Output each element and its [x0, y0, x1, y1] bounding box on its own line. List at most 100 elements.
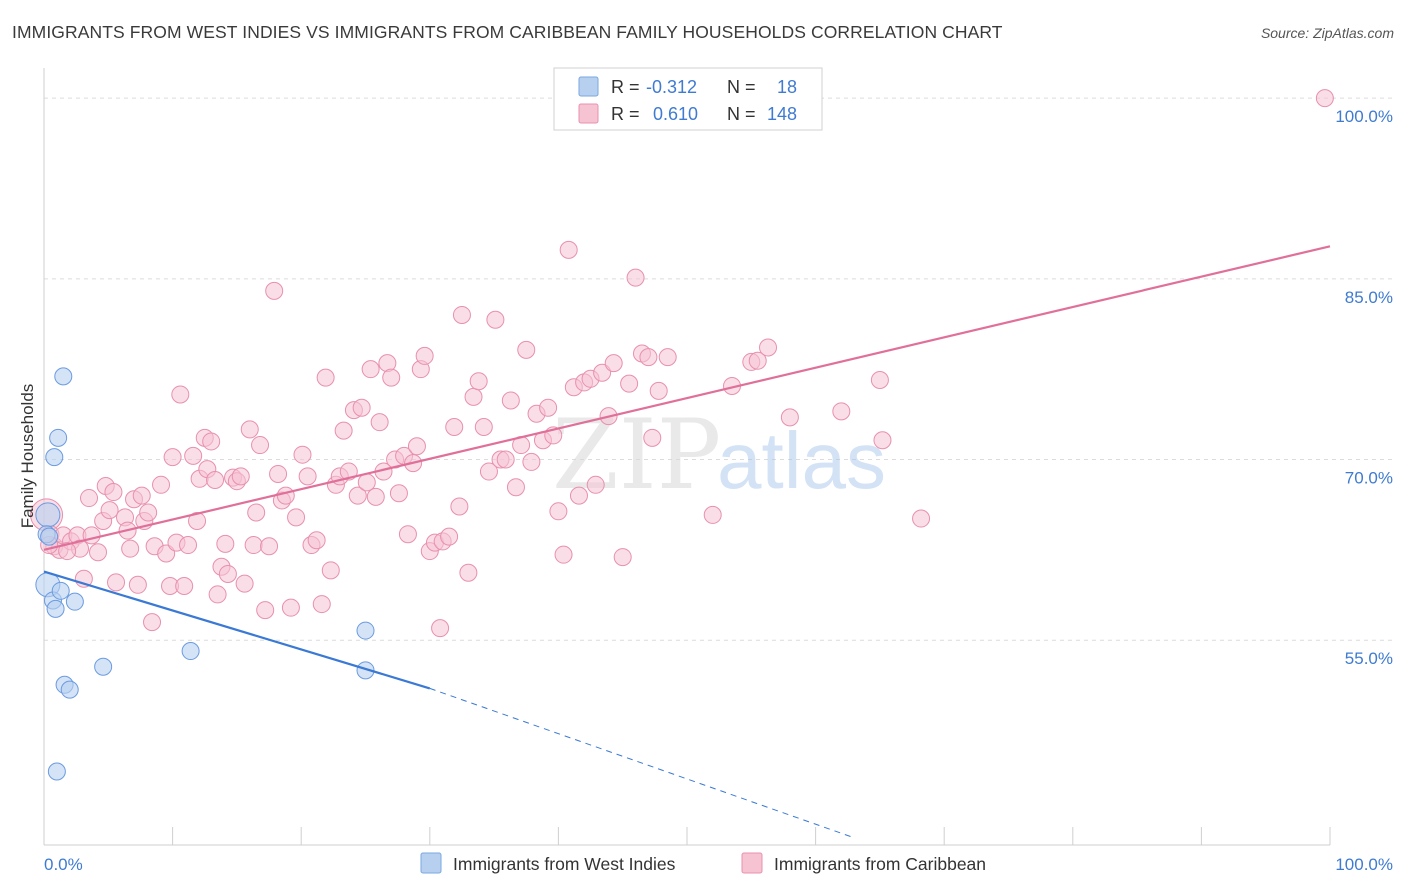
caribbean-point — [316, 368, 335, 387]
caribbean-point — [163, 448, 182, 467]
x-tick-label-0: 0.0% — [44, 855, 83, 874]
legend-n-label-caribbean: N = — [727, 104, 756, 124]
trend-line-west-indies-extension — [429, 687, 855, 839]
caribbean-point — [440, 527, 459, 546]
west-indies-point — [65, 592, 84, 611]
caribbean-point — [539, 398, 558, 417]
caribbean-point — [496, 450, 515, 469]
trend-line-caribbean — [43, 245, 1331, 551]
caribbean-point — [517, 340, 536, 359]
west-indies-point — [46, 599, 65, 618]
caribbean-point — [218, 564, 237, 583]
legend-n-value-caribbean: 148 — [767, 104, 797, 124]
legend-r-label-west-indies: R = — [611, 77, 640, 97]
caribbean-point — [415, 346, 434, 365]
west-indies-point — [356, 621, 375, 640]
west-indies-point — [94, 657, 113, 676]
legend-n-label-west-indies: N = — [727, 77, 756, 97]
caribbean-point — [121, 539, 140, 558]
caribbean-point — [80, 489, 99, 508]
caribbean-point — [780, 408, 799, 427]
caribbean-point — [352, 398, 371, 417]
caribbean-point — [281, 598, 300, 617]
correlation-legend: R = -0.312 N = 18 R = 0.610 N = 148 — [553, 67, 823, 131]
y-tick-label-3: 100.0% — [1335, 107, 1393, 126]
west-indies-point — [356, 661, 375, 680]
series-west-indies-points — [35, 367, 375, 781]
caribbean-point — [554, 545, 573, 564]
series-caribbean-points — [30, 89, 1334, 638]
caribbean-point — [450, 497, 469, 516]
legend-swatch-caribbean — [578, 103, 599, 124]
west-indies-point — [47, 762, 66, 781]
caribbean-point — [321, 561, 340, 580]
caribbean-point — [82, 526, 101, 545]
caribbean-point — [658, 348, 677, 367]
x-tick-labels: 0.0% 100.0% — [44, 855, 1393, 874]
y-tick-labels: 55.0% 70.0% 85.0% 100.0% — [1335, 107, 1393, 668]
caribbean-point — [464, 387, 483, 406]
trend-line-west-indies — [43, 570, 431, 690]
gridlines — [44, 97, 1392, 641]
trend-lines — [43, 245, 1331, 839]
caribbean-point — [626, 268, 645, 287]
source-credit: Source: ZipAtlas.com — [1260, 25, 1394, 41]
caribbean-point — [247, 503, 266, 522]
watermark-atlas: atlas — [717, 416, 886, 505]
caribbean-point — [143, 613, 162, 632]
caribbean-point — [58, 542, 77, 561]
caribbean-point — [445, 417, 464, 436]
caribbean-point — [208, 585, 227, 604]
caribbean-point — [506, 478, 525, 497]
caribbean-point — [260, 537, 279, 556]
caribbean-point — [206, 470, 225, 489]
caribbean-point — [643, 428, 662, 447]
caribbean-point — [100, 501, 119, 520]
caribbean-point — [202, 432, 221, 451]
caribbean-point — [139, 503, 158, 522]
caribbean-point — [586, 475, 605, 494]
chart-title: IMMIGRANTS FROM WEST INDIES VS IMMIGRANT… — [12, 22, 1003, 42]
caribbean-point — [398, 525, 417, 544]
caribbean-point — [382, 368, 401, 387]
caribbean-point — [1315, 89, 1334, 108]
y-axis-label: Family Households — [18, 384, 37, 529]
caribbean-point — [639, 348, 658, 367]
caribbean-point — [175, 577, 194, 595]
west-indies-point — [51, 581, 70, 600]
west-indies-point — [45, 448, 64, 467]
caribbean-point — [604, 354, 623, 373]
caribbean-point — [132, 486, 151, 505]
caribbean-point — [559, 240, 578, 259]
caribbean-point — [870, 371, 889, 390]
bottom-legend-label-caribbean: Immigrants from Caribbean — [774, 854, 986, 874]
caribbean-point — [569, 486, 588, 505]
caribbean-point — [231, 467, 250, 486]
west-indies-point — [49, 428, 68, 447]
caribbean-point — [748, 351, 767, 370]
caribbean-point — [407, 437, 426, 456]
caribbean-point — [620, 374, 639, 393]
west-indies-point — [40, 527, 59, 546]
caribbean-point — [235, 574, 254, 593]
legend-r-label-caribbean: R = — [611, 104, 640, 124]
caribbean-point — [593, 363, 612, 382]
caribbean-point — [549, 502, 568, 521]
caribbean-point — [152, 475, 171, 494]
caribbean-point — [389, 484, 408, 503]
caribbean-point — [759, 338, 778, 357]
caribbean-point — [293, 445, 312, 464]
caribbean-point — [307, 531, 326, 550]
x-tick-label-1: 100.0% — [1335, 855, 1393, 874]
legend-r-value-west-indies: -0.312 — [646, 77, 697, 97]
y-tick-label-1: 70.0% — [1345, 469, 1393, 488]
caribbean-point — [361, 360, 380, 379]
bottom-legend-label-west-indies: Immigrants from West Indies — [453, 854, 676, 874]
caribbean-point — [188, 511, 207, 530]
caribbean-point — [334, 421, 353, 440]
west-indies-point — [60, 680, 79, 699]
west-indies-point — [181, 642, 200, 661]
caribbean-point — [244, 536, 263, 555]
caribbean-point — [431, 619, 450, 638]
caribbean-point — [873, 431, 892, 450]
